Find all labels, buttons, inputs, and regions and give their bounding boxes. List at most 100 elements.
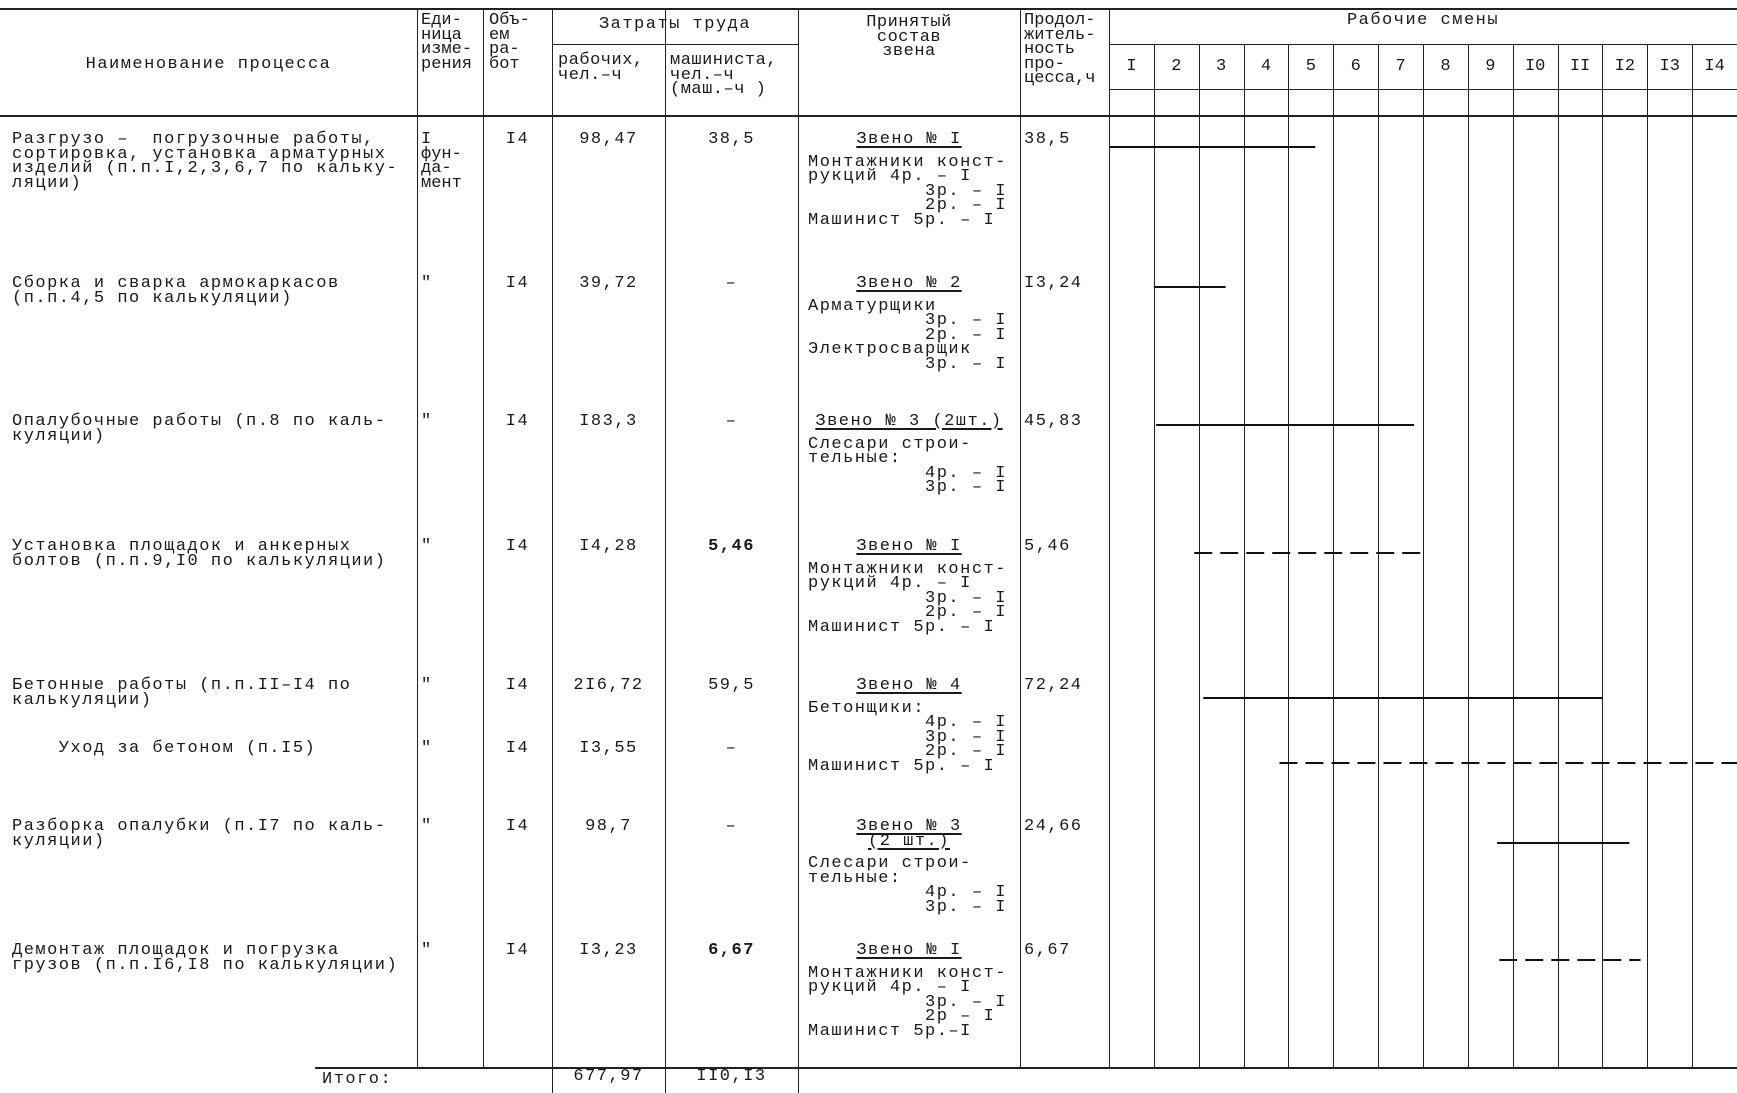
unit-line: фун- — [421, 144, 462, 164]
grid-line — [1557, 44, 1559, 1067]
unit-line: " — [421, 537, 432, 556]
header-process-name: Наименование процесса — [85, 55, 332, 74]
crew-line: тельные: — [808, 449, 902, 468]
crew-title-line: Звено № 3 (2шт.) — [815, 412, 1003, 431]
header-unit: Еди-ница изме-рения — [421, 11, 473, 74]
crew-list: Арматурщики 3р. – I 2р. – I Электросварщи… — [808, 298, 1007, 372]
machinist-cell: – — [725, 412, 738, 431]
grid-line — [1333, 44, 1335, 1067]
crew-line: 3р. – I — [808, 897, 1007, 917]
shift-number: I4 — [1704, 57, 1725, 76]
grid-line — [483, 8, 484, 1067]
total-workers: 677,97 — [573, 1067, 644, 1086]
grid-line — [665, 8, 666, 1067]
header-volume-line: ем — [489, 25, 510, 45]
unit-line: " — [421, 676, 432, 695]
crew-line: рукций 4р. – I — [808, 978, 972, 997]
crew-line: 2р. – I — [808, 325, 1007, 345]
shift-number: 2 — [1171, 57, 1182, 76]
crew-line: Машинист 5р. – I — [808, 210, 996, 230]
shift-number: II — [1569, 57, 1591, 76]
duration-cell: 72,24 — [1024, 676, 1083, 695]
crew-list: Монтажники конст-рукций 4р. – I 3р. – I … — [808, 965, 1007, 1039]
shift-number: 5 — [1305, 57, 1316, 76]
crew-title: Звено № I — [798, 130, 1020, 149]
process-name-line: (п.п.4,5 по калькуляции) — [12, 288, 293, 308]
process-name-line: Разгрузо – погрузочные работы, — [12, 130, 375, 149]
process-name-line: сортировка, установка арматурных — [12, 144, 387, 164]
shift-number: I — [1126, 57, 1137, 76]
header-crew: Принятый состав звена — [798, 14, 1020, 61]
crew-title: Звено № 3 (2шт.) — [798, 412, 1020, 431]
header-duration-line: ность — [1024, 40, 1076, 59]
workers-cell: 2I6,72 — [573, 676, 644, 695]
process-name-line: Опалубочные работы (п.8 по каль- — [12, 412, 387, 431]
crew-title-line: Звено № I — [856, 537, 962, 556]
volume-cell: I4 — [505, 274, 530, 293]
header-duration-line: про- — [1024, 54, 1065, 74]
header-volume-line: Объ- — [489, 11, 530, 30]
header-unit-line: Еди- — [421, 11, 462, 30]
grid-line — [1647, 44, 1649, 1067]
crew-line: 3р. – I — [808, 181, 1007, 201]
crew-line: Монтажники конст- — [808, 152, 1007, 172]
shift-number: I0 — [1524, 57, 1546, 76]
crew-list: Монтажники конст-рукций 4р. – I 3р. – I … — [808, 561, 1007, 635]
header-crew-line: звена — [882, 42, 936, 61]
workers-cell: 39,72 — [579, 274, 638, 293]
crew-line: 4р. – I — [808, 713, 1007, 732]
grid-line — [1602, 44, 1604, 1067]
header-shifts-title: Рабочие смены — [1346, 11, 1500, 30]
duration-cell: I3,24 — [1024, 274, 1083, 293]
process-name: Уход за бетоном (п.I5) — [12, 740, 316, 756]
machinist-cell: 59,5 — [708, 676, 755, 695]
grid-line — [1288, 44, 1290, 1067]
machinist-cell: 38,5 — [708, 130, 755, 149]
unit-line: " — [421, 412, 432, 431]
crew-line: Электросварщик — [808, 340, 972, 359]
crew-line: 2р – I — [808, 1007, 996, 1026]
crew-line: рукций 4р. – I — [808, 167, 972, 186]
shift-number: I3 — [1659, 57, 1680, 76]
unit-line: " — [421, 941, 432, 960]
crew-list: Монтажники конст-рукций 4р. – I 3р. – I … — [808, 152, 1007, 230]
shift-number: I2 — [1614, 57, 1636, 76]
header-unit-line: рения — [421, 54, 473, 74]
process-name: Сборка и сварка армокаркасов (п.п.4,5 по … — [12, 275, 340, 308]
crew-title: Звено № 4 — [798, 677, 1020, 693]
grid-line — [1020, 8, 1021, 1067]
unit-line: мент — [421, 173, 462, 193]
crew-list: Бетонщики: 4р. – I 3р. – I 2р. – I Машини… — [808, 700, 1007, 776]
crew-title-line: Звено № 2 — [856, 274, 962, 293]
unit-line: I — [421, 130, 432, 149]
header-workers: рабочих, чел.–ч — [558, 51, 644, 83]
shift-number: 8 — [1440, 57, 1451, 76]
header-workers-line: рабочих, — [558, 51, 644, 70]
crew-title-line: (2 шт.) — [868, 831, 950, 851]
grid-line — [1243, 44, 1245, 1067]
header-volume: Объ-ем ра-бот — [489, 11, 530, 72]
workers-cell: I3,23 — [579, 941, 638, 960]
crew-line: 2р. – I — [808, 603, 1007, 622]
crew-line: 2р. – I — [808, 196, 1007, 215]
shift-number: 6 — [1350, 57, 1361, 76]
crew-title-line: Звено № I — [856, 130, 962, 149]
machinist-cell: – — [725, 739, 738, 758]
machinist-cell: 6,67 — [708, 941, 755, 960]
header-machinist: машиниста, чел.–ч (маш.–ч ) — [670, 52, 777, 97]
volume-cell: I4 — [505, 941, 530, 960]
crew-line: 3р. – I — [808, 311, 1007, 330]
process-name-line: куляции) — [12, 426, 106, 446]
crew-line: 3р. – I — [808, 727, 1007, 747]
process-name-line: болтов (п.п.9,I0 по калькуляции) — [12, 551, 387, 571]
grid-line — [552, 1067, 553, 1093]
process-name-line: Бетонные работы (п.п.II–I4 по — [12, 676, 352, 695]
grid-line — [1692, 44, 1694, 1067]
header-machinist-line: чел.–ч — [670, 65, 735, 85]
process-name-line: Установка площадок и анкерных — [12, 537, 352, 556]
crew-line: Машинист 5р. – I — [808, 756, 996, 776]
unit-line: да- — [421, 159, 452, 178]
process-name-line: куляции) — [12, 831, 106, 851]
duration-cell: 24,66 — [1024, 817, 1083, 836]
